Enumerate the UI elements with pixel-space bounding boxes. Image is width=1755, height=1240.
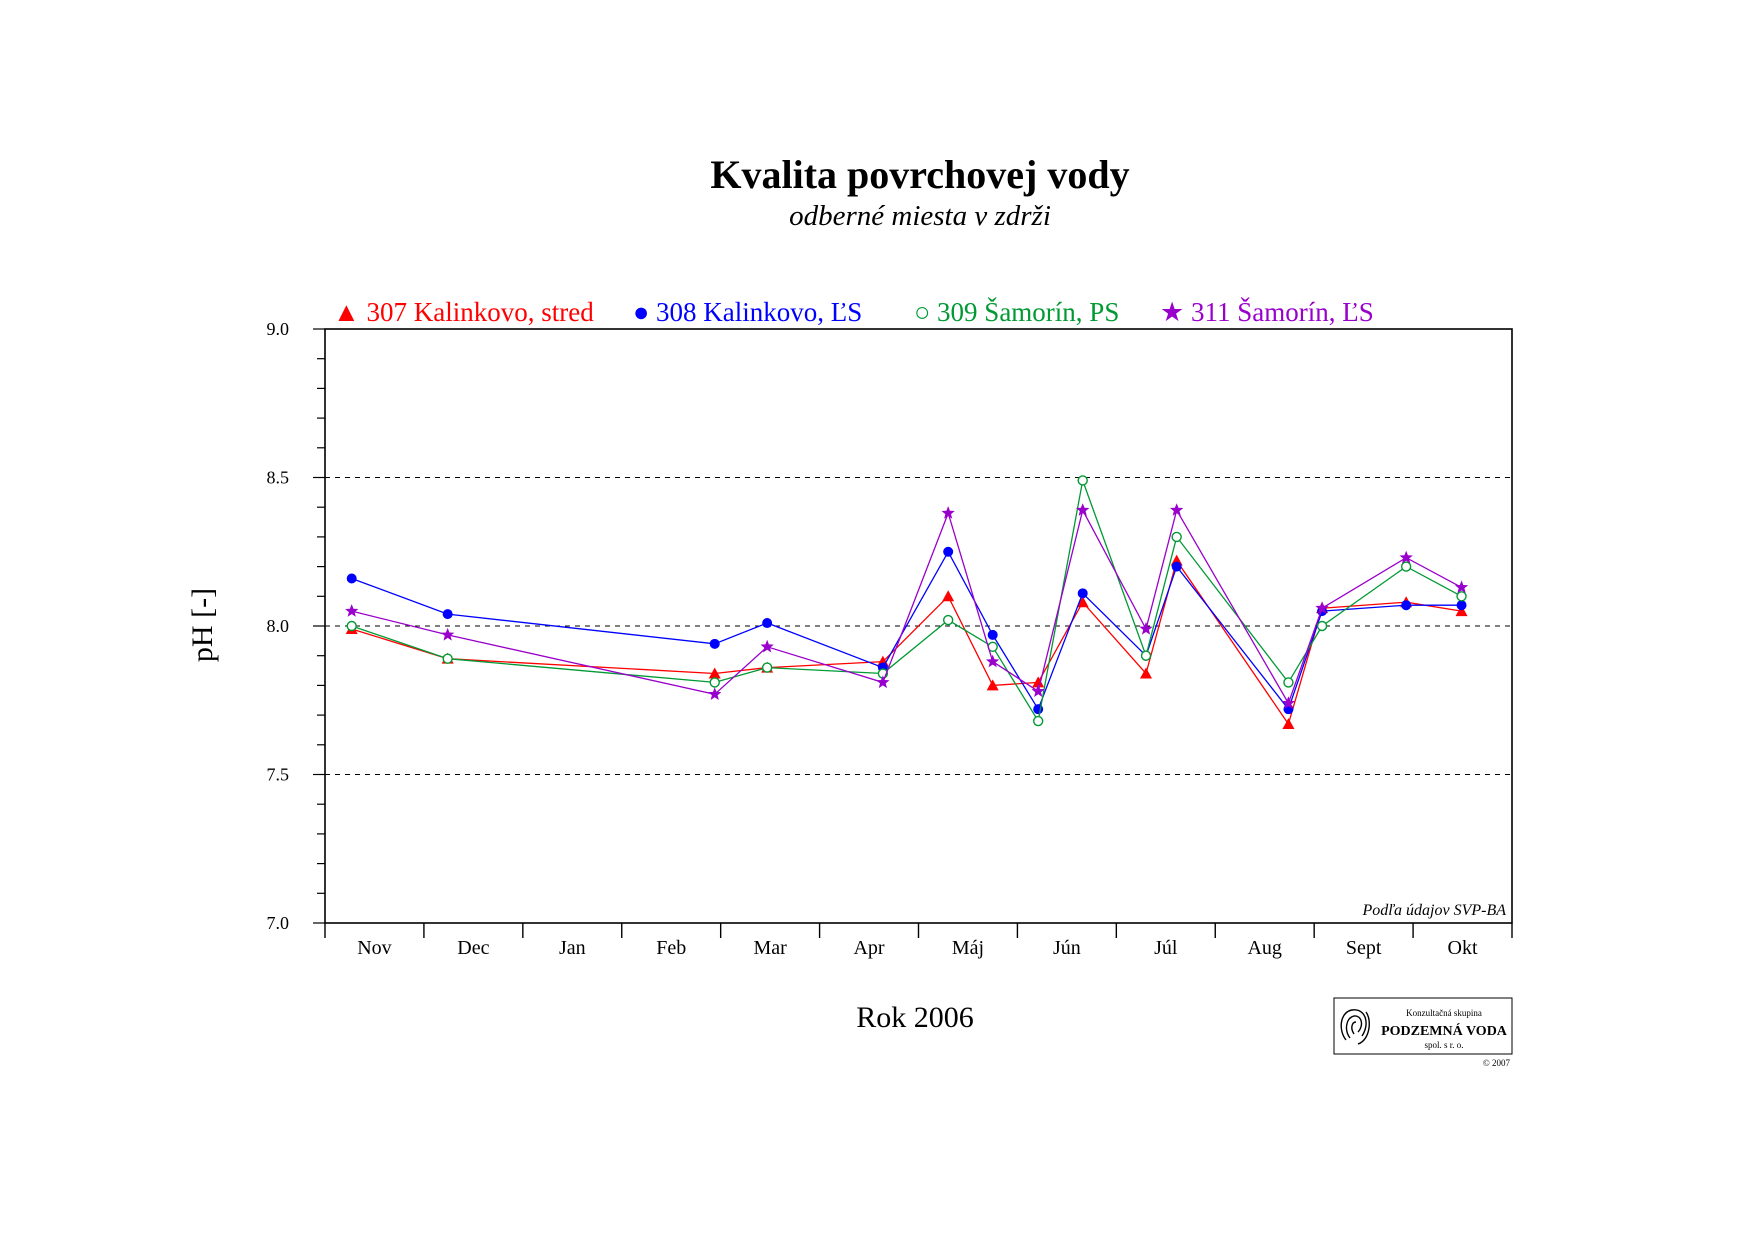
data-point [942, 614, 954, 626]
x-tick-label: Aug [1247, 937, 1281, 959]
data-point [1031, 684, 1045, 697]
data-point [986, 679, 999, 691]
data-point [709, 638, 720, 649]
data-point [441, 627, 455, 641]
x-tick-label: Jan [559, 937, 586, 959]
data-point [1456, 600, 1467, 611]
logo-line-2: PODZEMNÁ VODA [1381, 1022, 1508, 1039]
source-note: Podľa údajov SVP-BA [1361, 902, 1506, 919]
y-tick-label: 8.5 [267, 468, 290, 488]
x-tick-label: Okt [1448, 937, 1478, 959]
x-tick-label: Júl [1154, 937, 1178, 959]
data-point [876, 675, 890, 689]
y-tick-label: 7.0 [267, 913, 290, 933]
axes: 7.0 7.5 8.0 8.5 9.0 Nov Dec Jan Feb Mar Apr Máj Jún J… [267, 319, 1513, 959]
x-tick-label: Mar [753, 937, 787, 959]
data-point [1076, 596, 1089, 608]
y-tick-label: 9.0 [267, 319, 290, 339]
data-point [942, 590, 955, 602]
data-point [986, 654, 1000, 668]
data-point [1401, 600, 1412, 611]
data-point [941, 506, 955, 519]
x-tick-label: Apr [853, 937, 884, 959]
data-point [1171, 561, 1182, 572]
x-axis-label: Rok 2006 [856, 1001, 974, 1034]
series-1 [345, 554, 1468, 730]
x-tick-label: Dec [457, 937, 489, 959]
x-tick-label: Nov [357, 937, 391, 959]
series-3 [346, 475, 1467, 727]
logo-copyright: © 2007 [1483, 1058, 1511, 1068]
data-point [1139, 622, 1153, 635]
x-tick-label: Feb [656, 937, 686, 959]
data-point [708, 687, 722, 700]
data-point [1282, 718, 1295, 730]
data-point [1032, 715, 1044, 727]
data-point [1400, 561, 1412, 572]
x-tick-label: Máj [952, 937, 984, 959]
data-point [1283, 677, 1294, 688]
data-point [346, 573, 357, 584]
data-point [1140, 667, 1153, 679]
logo-fingerprint-icon [1340, 1009, 1370, 1045]
series-line [351, 559, 1462, 726]
legend-item: ● 308 Kalinkovo, ĽS [633, 297, 862, 327]
legend-item: ▲ 307 Kalinkovo, stred [333, 297, 594, 327]
series-line [351, 508, 1462, 705]
series-layer [345, 475, 1469, 730]
data-point [1032, 676, 1045, 688]
y-axis-label: pH [-] [186, 588, 219, 662]
data-point [442, 609, 453, 620]
data-point [1316, 620, 1328, 632]
x-tick-label: Sept [1346, 937, 1382, 959]
data-point [1077, 475, 1088, 486]
data-point [442, 653, 453, 664]
data-point [760, 639, 774, 653]
data-point [345, 604, 359, 617]
data-point [1076, 503, 1090, 516]
data-point [1399, 550, 1413, 564]
data-point [762, 618, 773, 629]
data-point [1140, 650, 1152, 661]
data-point [1454, 580, 1469, 594]
data-point [987, 629, 998, 640]
data-point [1456, 591, 1467, 602]
chart-subtitle: odberné miesta v zdrži [789, 200, 1051, 232]
data-point [1315, 601, 1329, 614]
data-point [1455, 605, 1468, 617]
series-4 [345, 503, 1469, 709]
data-point [346, 620, 357, 632]
chart-title: Kvalita povrchovej vody [710, 152, 1129, 197]
company-logo: Konzultačná skupina PODZEMNÁ VODA spol. … [1333, 997, 1513, 1068]
y-tick-label: 7.5 [267, 765, 290, 785]
data-point [1170, 503, 1184, 516]
logo-line-1: Konzultačná skupina [1406, 1008, 1482, 1018]
x-tick-label: Jún [1053, 937, 1081, 959]
legend: ▲ 307 Kalinkovo, stred ● 308 Kalinkovo, Ľ… [333, 297, 1374, 327]
legend-item: ★ 311 Šamorín, ĽS [1160, 297, 1374, 327]
data-point [1281, 696, 1296, 709]
data-point [943, 546, 954, 557]
data-point [709, 677, 720, 688]
y-tick-label: 8.0 [267, 616, 290, 636]
logo-line-3: spol. s r. o. [1424, 1040, 1463, 1050]
data-point [1077, 588, 1088, 599]
data-point [1171, 531, 1182, 543]
data-point [708, 667, 721, 679]
data-point [761, 662, 773, 673]
legend-item: ○ 309 Šamorín, PS [914, 297, 1119, 327]
